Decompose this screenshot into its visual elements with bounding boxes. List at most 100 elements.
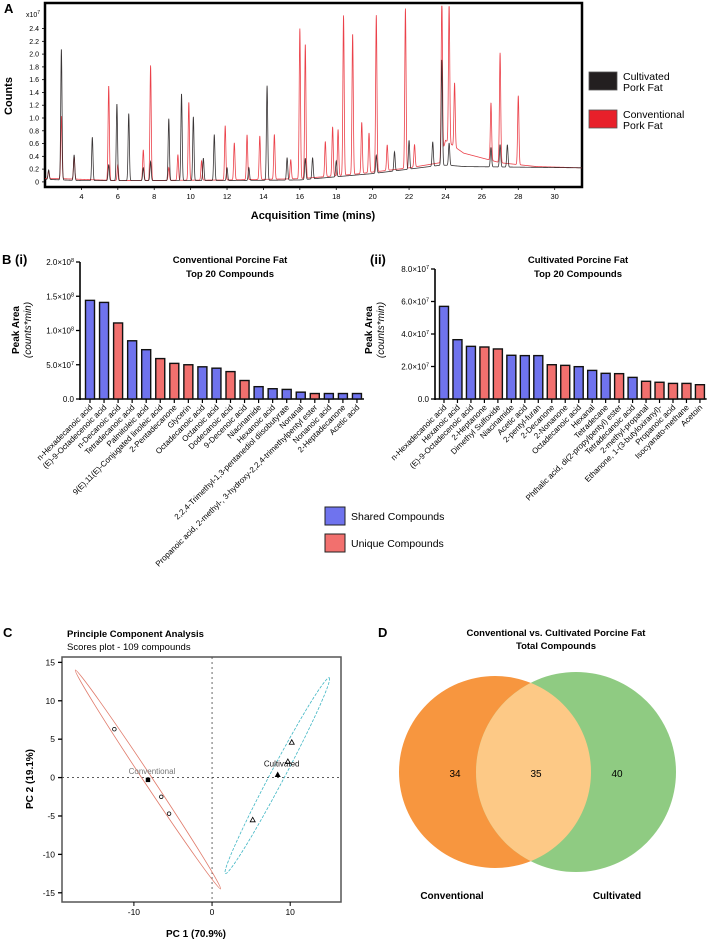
bar2-y-label: Peak Area [364,306,375,354]
bar1-title: Conventional Porcine Fat [173,255,288,266]
sample-point [112,726,117,732]
y-tick-label: -5 [47,811,55,821]
x-tick-label: 10 [285,907,295,917]
y-tick-label: -15 [43,888,56,898]
y-tick-label: 0.2 [29,167,39,174]
bar-shared [323,392,335,400]
venn-title: Conventional vs. Cultivated Porcine Fat [467,628,647,639]
panel-label-a: A [4,1,14,16]
x-tick-label: 14 [259,192,267,201]
bar-shared [586,369,598,400]
legend-label-conventional-2: Pork Fat [623,120,663,132]
y-tick-label: 4.0×107 [401,330,429,339]
x-tick-label: 22 [405,192,413,201]
conventional-bar-chart: 0.05.0×1071.0×1081.5×1082.0×108n-Hexadec… [35,258,364,569]
bar-shared [351,392,363,400]
y-tick-label: 1.5×108 [46,292,74,301]
legend-label-cultivated-1: Cultivated [623,71,670,83]
bar-shared [140,348,152,400]
venn-set-label-cultivated: Cultivated [593,891,641,902]
sample-point [284,758,292,764]
y-tick-label: 0.8 [29,128,39,135]
chromatogram-y-multiplier: x107 [26,10,40,19]
bar-unique [112,322,124,400]
y-tick-label: 10 [46,696,56,706]
multiplier-base: x10 [26,12,37,19]
pca-y-label: PC 2 (19.1%) [25,749,36,809]
pca-title: Principle Component Analysis [67,629,204,640]
y-tick-label: 6.0×107 [401,298,429,307]
y-tick-label: 2.0 [29,52,39,59]
bar-shared [506,354,517,400]
bar1-subtitle: Top 20 Compounds [186,269,274,280]
sample-point [159,794,164,799]
bar-shared [519,354,531,400]
chromatogram-chart: 4 6 8 10 12 14 16 18 20 22 24 26 28 30 0 0.2 0.4 0.6 0.8 1.… [29,1,584,201]
bar-unique [640,380,652,400]
chromatogram-legend: Cultivated Pork Fat Conventional Pork Fa… [588,71,684,132]
bar-shared [281,388,292,400]
bar-unique [239,379,250,400]
group-label: Conventional [129,767,176,776]
venn-overlap [476,676,591,868]
y-tick-label: 1.4 [29,90,39,97]
y-tick-mantissa: 1.0×10 [46,327,71,336]
x-tick-label: 16 [296,192,304,201]
bar-unique [667,382,679,400]
y-tick-exponent: 7 [426,330,429,336]
bar-unique [183,364,194,400]
x-tick-label: 26 [478,192,486,201]
y-tick-label: 2.4 [29,26,39,33]
group-centroid [145,777,151,783]
y-tick-mantissa: 2.0×10 [46,258,71,267]
y-tick-label: -10 [43,849,56,859]
bar2-subtitle: Top 20 Compounds [534,269,622,280]
x-tick-label: 8 [152,192,156,201]
y-tick-exponent: 7 [426,363,429,369]
y-tick-mantissa: 0.0 [418,395,430,404]
group-centroid [274,771,281,778]
bar-unique [613,372,625,400]
x-tick-label: 0 [210,907,215,917]
panel-label-c: C [3,625,13,640]
chromatogram-x-label: Acquisition Time (mins) [251,210,376,222]
bar1-y-unit: (counts*min) [23,302,34,358]
y-tick-label: 5.0×107 [46,361,74,370]
y-tick-label: 8.0×107 [401,265,429,274]
bar-shared [573,365,584,400]
bar-shared [465,345,477,400]
bar-shared [211,367,222,400]
y-tick-label: 0.6 [29,141,39,148]
panel-label-b-ii: (ii) [370,252,386,267]
bar-shared [627,376,638,400]
y-tick-mantissa: 1.5×10 [46,292,71,301]
y-tick-label: 1.2 [29,103,39,110]
bar-shared [98,301,110,400]
bar-unique [560,364,571,400]
y-tick-exponent: 7 [426,298,429,304]
y-tick-exponent: 8 [71,258,74,264]
y-tick-label: 0 [50,773,55,783]
x-tick-label: 4 [79,192,83,201]
y-tick-mantissa: 4.0×10 [401,330,426,339]
bar-legend: Shared Compounds Unique Compounds [324,506,444,553]
x-tick-label: 12 [223,192,231,201]
bar-shared [452,338,463,400]
y-tick-label: 0.0 [63,395,75,404]
bar-shared [533,354,544,400]
x-tick-label: 30 [551,192,559,201]
y-tick-exponent: 7 [426,265,429,271]
venn-count-cultivated-only: 40 [611,769,623,780]
y-tick-exponent: 8 [71,292,74,298]
y-tick-label: 2.0×107 [401,363,429,372]
x-tick-label: 10 [186,192,194,201]
pca-scores-plot: -10 0 10 15 10 5 0 -5 -10 -15 Conventional Cultivat… [43,656,342,917]
sample-point [249,816,256,823]
sample-point [288,738,295,745]
panel-label-d: D [378,625,387,640]
x-tick-label: -10 [128,907,141,917]
bar1-y-label: Peak Area [11,306,22,354]
y-tick-mantissa: 0.0 [63,395,75,404]
confidence-ellipse-conventional [74,669,222,890]
bar2-y-unit: (counts*min) [376,302,387,358]
